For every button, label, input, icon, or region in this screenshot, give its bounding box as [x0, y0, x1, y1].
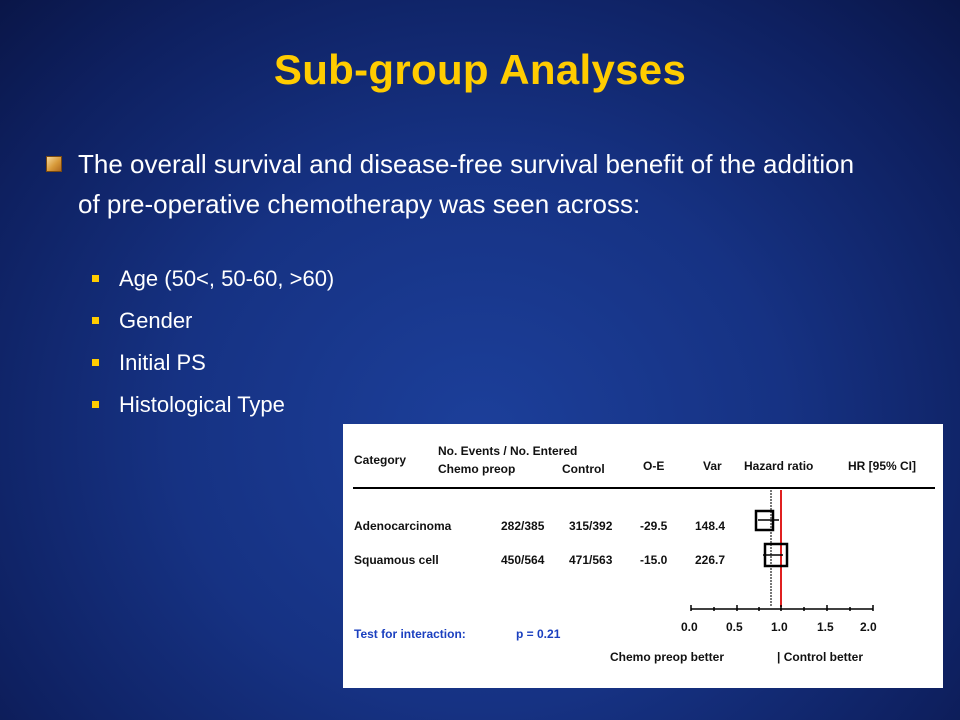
header-hazard: Hazard ratio: [744, 459, 814, 473]
row-chemo: 450/564: [501, 553, 545, 567]
header-chemo: Chemo preop: [438, 462, 516, 476]
square-bullet-icon: [92, 358, 99, 366]
square-bullet-icon: [92, 274, 99, 282]
list-item-label: Age (50<, 50-60, >60): [119, 266, 335, 291]
bullet-icon: [46, 156, 62, 172]
header-var: Var: [703, 459, 722, 473]
estimate-box: [754, 509, 775, 532]
row-var: 148.4: [695, 519, 726, 533]
row-control: 471/563: [569, 553, 613, 567]
tick-label: 0.5: [726, 620, 743, 634]
lead-text: The overall survival and disease-free su…: [78, 149, 855, 219]
axis-ticks: [690, 605, 874, 611]
list-item: Gender: [92, 308, 192, 334]
tick-label: 0.0: [681, 620, 698, 634]
forest-plot: [690, 490, 874, 611]
header-oe: O-E: [643, 459, 665, 473]
row-oe: -15.0: [640, 553, 668, 567]
list-item: Age (50<, 50-60, >60): [92, 266, 334, 292]
slide-title: Sub-group Analyses: [273, 46, 687, 93]
list-item: Histological Type: [92, 392, 285, 418]
row-chemo: 282/385: [501, 519, 545, 533]
interaction-label: Test for interaction:: [354, 627, 466, 641]
row-category: Adenocarcinoma: [354, 519, 452, 533]
forest-plot-table: Category No. Events / No. Entered Chemo …: [343, 424, 943, 688]
header-control: Control: [562, 462, 605, 476]
header-divider: [353, 487, 935, 489]
axis-caption-right: | Control better: [777, 650, 864, 664]
list-item-label: Initial PS: [119, 350, 206, 375]
header-events: No. Events / No. Entered: [438, 444, 578, 458]
axis-caption-left: Chemo preop better: [610, 650, 725, 664]
row-control: 315/392: [569, 519, 613, 533]
row-var: 226.7: [695, 553, 726, 567]
row-oe: -29.5: [640, 519, 668, 533]
tick-label: 2.0: [860, 620, 877, 634]
square-bullet-icon: [92, 400, 99, 408]
header-hrci: HR [95% CI]: [848, 459, 917, 473]
list-item-label: Histological Type: [119, 392, 285, 417]
header-category: Category: [354, 453, 407, 467]
list-item: Initial PS: [92, 350, 206, 376]
tick-label: 1.0: [771, 620, 788, 634]
tick-label: 1.5: [817, 620, 834, 634]
estimate-box: [763, 542, 789, 568]
list-item-label: Gender: [119, 308, 193, 333]
square-bullet-icon: [92, 316, 99, 324]
interaction-value: p = 0.21: [516, 627, 561, 641]
row-category: Squamous cell: [354, 553, 439, 567]
